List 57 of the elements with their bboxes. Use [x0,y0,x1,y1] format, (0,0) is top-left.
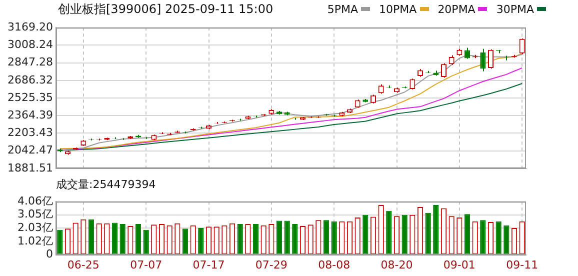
bar [425,212,431,254]
bar [433,205,439,254]
legend-label: 20PMA [438,2,476,16]
bar [182,228,188,254]
candlestick [480,48,486,72]
bar [57,230,63,254]
bar [362,214,368,254]
bar [331,221,337,254]
x-tick-label: 06-25 [67,258,100,272]
y-tick-label: 3169.20 [8,20,53,34]
bar [88,219,94,254]
x-tick-label: 08-08 [318,258,350,272]
y-tick-label: 3008.24 [8,38,53,52]
y-tick-label: 2.03亿 [18,221,53,234]
chart-title: 创业板指[399006] 2025-09-11 15:00 [58,0,274,18]
bar [386,210,392,254]
bar [276,220,282,254]
y-tick-label: 2525.35 [8,90,53,104]
y-tick-label: 2364.39 [8,108,53,122]
legend-label: 30PMA [496,2,534,16]
y-tick-label: 2686.32 [8,73,53,86]
y-tick-label: 0 [46,248,53,261]
bar [464,214,470,254]
legend-label: 5PMA [327,2,358,16]
x-tick-label: 07-17 [192,258,225,272]
y-tick-label: 1881.51 [8,161,53,174]
legend-label: 10PMA [379,2,417,16]
x-tick-label: 07-07 [130,258,162,272]
x-tick-label: 07-29 [255,258,288,272]
text: 成交量:254479394 [55,178,157,192]
bar [292,224,298,254]
y-tick-label: 1.02亿 [18,234,53,248]
bar [198,228,204,254]
bar [480,220,486,254]
y-tick-label: 2203.43 [8,126,53,140]
y-tick-label: 2042.47 [8,144,53,157]
bar [504,225,510,254]
bar [323,220,330,254]
bar [237,224,243,254]
bar [143,230,149,254]
y-tick-label: 4.06亿 [18,194,53,208]
bar [135,224,142,254]
x-tick-label: 09-11 [506,258,538,272]
candlestick [410,78,416,90]
x-tick-label: 09-01 [443,258,476,272]
bar [112,222,118,254]
bar [402,214,408,254]
x-tick-label: 08-20 [380,258,413,272]
bar [496,221,502,254]
y-tick-label: 3.05亿 [18,208,53,221]
candlestick [441,62,446,78]
y-tick-label: 2847.28 [8,56,53,69]
bar [284,220,290,254]
bar [252,224,259,254]
candlestick [519,38,525,55]
candlestick [488,48,494,70]
bar [120,224,126,254]
